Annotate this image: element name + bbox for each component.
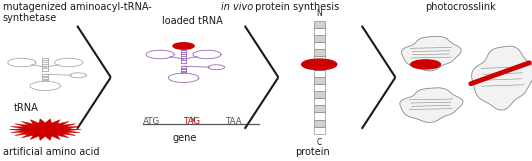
Text: gene: gene — [173, 133, 197, 143]
Bar — [314, 70, 325, 77]
Circle shape — [302, 59, 337, 70]
Circle shape — [173, 43, 194, 49]
Circle shape — [411, 60, 440, 69]
Polygon shape — [400, 88, 463, 122]
Bar — [314, 63, 325, 70]
Bar — [314, 21, 325, 28]
Bar — [314, 56, 325, 63]
Text: N: N — [317, 9, 322, 18]
Text: C: C — [317, 138, 322, 147]
Polygon shape — [9, 119, 81, 140]
Text: protein: protein — [295, 147, 330, 156]
Bar — [314, 84, 325, 91]
Text: TAA: TAA — [226, 117, 243, 126]
Polygon shape — [402, 36, 461, 71]
Bar — [314, 105, 325, 113]
Text: artificial amino acid: artificial amino acid — [3, 147, 99, 156]
Text: mutagenized aminoacyl-tRNA-
synthetase: mutagenized aminoacyl-tRNA- synthetase — [3, 2, 152, 23]
Text: in vivo: in vivo — [221, 2, 253, 12]
Bar — [314, 127, 325, 134]
Text: ATG: ATG — [143, 117, 160, 126]
Bar — [314, 77, 325, 84]
Bar — [314, 49, 325, 56]
Text: loaded tRNA: loaded tRNA — [162, 16, 223, 26]
Bar — [314, 98, 325, 105]
Text: TAG: TAG — [184, 117, 201, 126]
Text: tRNA: tRNA — [13, 103, 38, 113]
Bar — [314, 91, 325, 98]
Bar — [314, 119, 325, 127]
Text: protein synthesis: protein synthesis — [252, 2, 339, 12]
Bar — [314, 35, 325, 42]
Bar — [314, 42, 325, 49]
Bar — [314, 113, 325, 119]
Text: photocrosslink: photocrosslink — [426, 2, 496, 12]
Bar — [314, 28, 325, 35]
Polygon shape — [472, 46, 532, 110]
